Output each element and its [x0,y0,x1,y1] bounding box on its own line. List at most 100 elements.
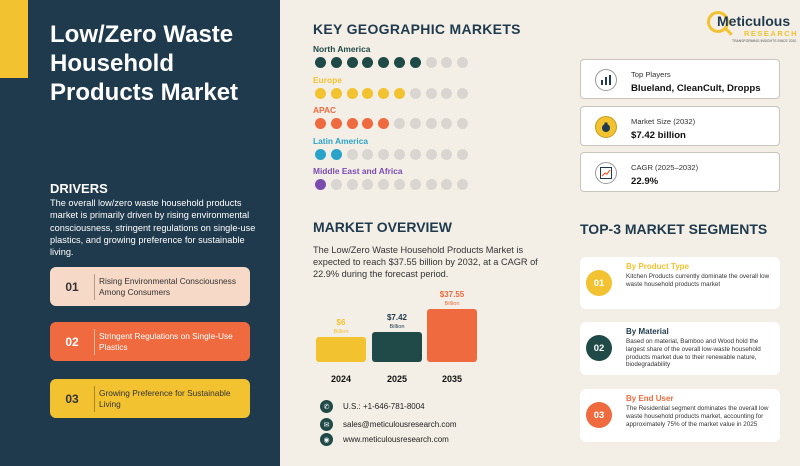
chart-bar [316,337,366,362]
segment-number: 01 [586,270,612,296]
segment-title: By Material [626,327,669,336]
region-label: Latin America [313,136,369,146]
driver-item-2: 02 Stringent Regulations on Single-Use P… [50,322,250,361]
region-dot [378,57,390,68]
region-dot [409,149,421,160]
chart-unit-label: Billion [389,324,405,330]
stat-value: Blueland, CleanCult, Dropps [631,83,761,94]
region-dot [441,88,453,99]
chart-category-label: 2035 [441,374,463,384]
segment-card-3: 03 By End User The Residential segment d… [580,389,780,442]
region-dot [378,179,390,190]
driver-number: 03 [65,391,79,406]
region-dot [441,179,453,190]
region-dot [457,118,469,129]
region-dot [425,118,437,129]
contact-text: sales@meticulousresearch.com [343,420,457,429]
contact-website[interactable]: ◉ www.meticulousresearch.com [320,433,449,446]
logo-tagline: TRANSFORMING INSIGHTS SINCE 2010 [732,39,797,43]
region-dot [362,57,374,68]
region-label: Middle East and Africa [313,166,403,176]
chart-bar [427,309,477,362]
region-dot [330,149,342,160]
region-label: Europe [313,75,342,85]
chart-category-label: 2024 [330,374,352,384]
driver-item-3: 03 Growing Preference for Sustainable Li… [50,379,250,418]
stat-cagr: CAGR (2025–2032) 22.9% [580,152,780,192]
segment-text: Based on material, Bamboo and Wood hold … [626,338,761,369]
chart-bar [372,332,422,362]
segment-text: The Residential segment dominates the ov… [626,405,769,428]
left-panel: Low/Zero Waste Household Products Market… [0,0,280,466]
region-dot [409,57,421,68]
region-dot [425,179,437,190]
region-dot [362,149,374,160]
chart-category-label: 2025 [386,374,408,384]
segment-number: 03 [586,402,612,428]
email-icon: ✉ [320,418,333,431]
segment-text: Kitchen Products currently dominate the … [626,273,770,288]
region-dot [425,57,437,68]
page-title: Low/Zero Waste Household Products Market [50,21,239,106]
region-dot [393,179,405,190]
region-dot [315,149,326,160]
chart-data-label: $6 Billion [316,319,366,336]
logo-name: Meticulous [717,13,791,29]
bar-chart-icon [595,69,617,91]
region-dot [346,179,358,190]
region-dot [457,88,469,99]
region-dot [409,118,421,129]
magnifier-icon [707,11,729,33]
region-dots [315,57,469,68]
region-dot [393,118,405,129]
region-dot [441,149,453,160]
region-dot [378,88,390,99]
region-dot [315,179,326,190]
contact-phone[interactable]: ✆ U.S.: +1-646-781-8004 [320,400,425,413]
chart-unit-label: Billion [444,301,460,307]
region-dot [346,57,358,68]
region-dot [457,57,469,68]
region-dot [346,88,358,99]
region-dots [315,179,469,190]
region-dot [315,57,326,68]
money-bag-icon [595,116,617,138]
region-dot [315,88,326,99]
contact-email[interactable]: ✉ sales@meticulousresearch.com [320,418,457,431]
contact-text: www.meticulousresearch.com [343,435,449,444]
stat-label: Market Size (2032) [631,117,696,126]
region-dot [425,149,437,160]
divider [94,385,95,412]
accent-bar [0,0,28,78]
region-dot [330,179,342,190]
region-label: North America [313,44,371,54]
region-dot [315,118,326,129]
drivers-heading: DRIVERS [50,181,108,196]
region-dot [346,118,358,129]
phone-icon: ✆ [320,400,333,413]
driver-label: Growing Preference for Sustainable Livin… [99,388,231,409]
stat-value: 22.9% [631,176,659,187]
segment-title: By Product Type [626,262,689,271]
chart-data-label: $37.55 Billion [427,291,477,308]
region-dots [315,149,469,160]
stat-value: $7.42 billion [631,130,686,141]
region-dot [330,57,342,68]
region-dot [362,179,374,190]
driver-label: Rising Environmental Consciousness Among… [99,276,236,297]
drivers-text: The overall low/zero waste household pro… [50,198,256,258]
overview-text: The Low/Zero Waste Household Products Ma… [313,245,538,279]
region-dots [315,88,469,99]
region-dot [362,118,374,129]
region-dot [330,88,342,99]
stat-label: CAGR (2025–2032) [631,163,699,172]
driver-label: Stringent Regulations on Single-Use Plas… [99,331,233,352]
driver-number: 01 [65,279,79,294]
region-dot [441,57,453,68]
region-dot [425,88,437,99]
region-dot [409,88,421,99]
divider [94,273,95,300]
region-dot [393,57,405,68]
region-dot [378,149,390,160]
stat-market-size: Market Size (2032) $7.42 billion [580,106,780,146]
